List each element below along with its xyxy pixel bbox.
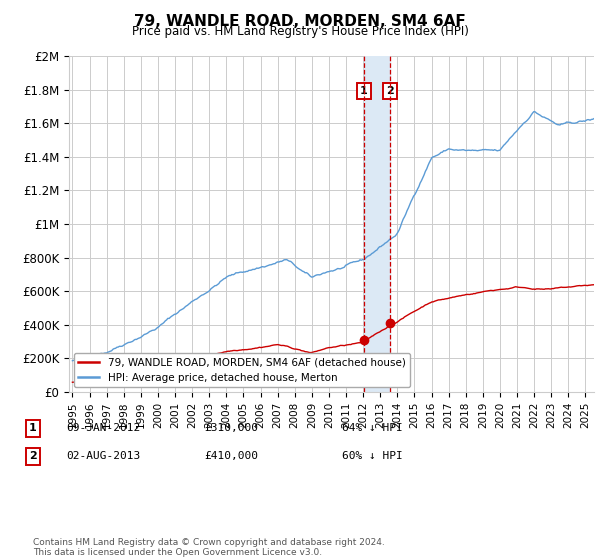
- Text: £410,000: £410,000: [204, 451, 258, 461]
- Text: £310,000: £310,000: [204, 423, 258, 433]
- Text: 79, WANDLE ROAD, MORDEN, SM4 6AF: 79, WANDLE ROAD, MORDEN, SM4 6AF: [134, 14, 466, 29]
- Text: 1: 1: [29, 423, 37, 433]
- Text: 02-AUG-2013: 02-AUG-2013: [66, 451, 140, 461]
- Text: Contains HM Land Registry data © Crown copyright and database right 2024.
This d: Contains HM Land Registry data © Crown c…: [33, 538, 385, 557]
- Text: 64% ↓ HPI: 64% ↓ HPI: [342, 423, 403, 433]
- Legend: 79, WANDLE ROAD, MORDEN, SM4 6AF (detached house), HPI: Average price, detached : 79, WANDLE ROAD, MORDEN, SM4 6AF (detach…: [74, 353, 410, 387]
- Text: 2: 2: [29, 451, 37, 461]
- Text: 2: 2: [386, 86, 394, 96]
- Text: Price paid vs. HM Land Registry's House Price Index (HPI): Price paid vs. HM Land Registry's House …: [131, 25, 469, 38]
- Bar: [364, 56, 390, 392]
- Text: 60% ↓ HPI: 60% ↓ HPI: [342, 451, 403, 461]
- Text: 09-JAN-2012: 09-JAN-2012: [66, 423, 140, 433]
- Text: 1: 1: [360, 86, 368, 96]
